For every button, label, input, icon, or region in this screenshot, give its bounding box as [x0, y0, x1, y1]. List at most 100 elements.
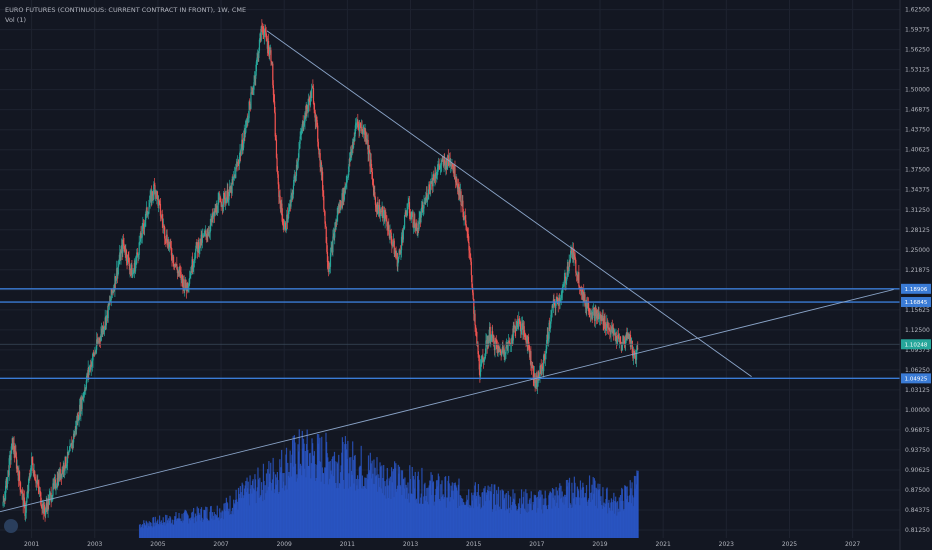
candle-body: [103, 326, 106, 329]
candle-body: [111, 289, 113, 294]
volume-bar: [625, 486, 627, 538]
volume-bar: [400, 470, 402, 538]
candle-body: [308, 98, 310, 105]
candle-body: [197, 242, 199, 252]
tradingview-cloud-icon[interactable]: [4, 519, 18, 533]
horizontal-levels[interactable]: [0, 288, 900, 380]
candle-body: [130, 268, 132, 270]
volume-bar: [488, 490, 490, 538]
price-axis[interactable]: 1.625001.593751.562501.531251.500001.468…: [899, 0, 932, 550]
candle-body: [11, 443, 13, 454]
candle-body: [592, 307, 595, 309]
candle-body: [291, 193, 293, 196]
candle-body: [86, 373, 88, 381]
candle-body: [627, 332, 629, 339]
volume-bar: [355, 490, 357, 538]
candle-body: [540, 365, 542, 367]
candle-body: [569, 254, 571, 262]
candle-body: [171, 255, 173, 260]
candle-body: [93, 353, 95, 355]
volume-bar: [428, 504, 430, 538]
candle-body: [108, 301, 111, 306]
candle-body: [327, 262, 329, 268]
volume-bar: [429, 480, 431, 538]
candle-body: [265, 32, 267, 39]
volume-bar: [189, 518, 191, 538]
volume-bar: [554, 495, 556, 538]
candle-body: [453, 165, 455, 174]
candle-body: [431, 177, 433, 184]
volume-indicator-label[interactable]: Vol (1): [5, 16, 26, 24]
candle-body: [274, 112, 276, 137]
candle-body: [105, 315, 107, 326]
volume-bar: [210, 505, 212, 538]
volume-bar: [302, 438, 305, 538]
volume-bar: [589, 492, 591, 538]
volume-bar: [316, 433, 319, 538]
candle-body: [428, 184, 431, 190]
candle-body: [9, 455, 11, 459]
candle-body: [471, 275, 473, 288]
candle-body: [359, 123, 361, 132]
candle-body: [190, 270, 192, 276]
candle-body: [541, 366, 543, 374]
candle-body: [420, 207, 423, 212]
candle-body: [336, 215, 338, 222]
candle-body: [82, 397, 84, 400]
candle-body: [377, 211, 380, 214]
volume-bar: [480, 509, 482, 538]
volume-bar: [387, 497, 390, 538]
candle-body: [490, 340, 492, 342]
candle-body: [301, 126, 303, 134]
candle-body: [309, 100, 311, 106]
candle-body: [62, 469, 64, 473]
candle-body: [213, 211, 215, 215]
candle-body: [331, 244, 333, 253]
candle-body: [153, 184, 155, 186]
volume-bar: [380, 488, 382, 538]
volume-bar: [586, 501, 588, 538]
candle-body: [307, 104, 309, 112]
candle-body: [261, 27, 264, 28]
candle-body: [107, 304, 109, 319]
candle-body: [133, 263, 135, 272]
candle-body: [421, 205, 423, 208]
candle-body: [42, 503, 44, 510]
volume-bar: [482, 492, 484, 538]
volume-bar: [588, 475, 591, 538]
volume-bar: [156, 521, 158, 538]
trendlines[interactable]: [0, 30, 894, 513]
candle-body: [496, 345, 499, 354]
candle-body: [282, 223, 284, 226]
volume-bar: [440, 497, 442, 538]
candle-body: [527, 336, 530, 345]
candle-body: [419, 217, 421, 219]
y-tick-label: 1.62500: [905, 7, 930, 14]
candle-body: [498, 346, 500, 348]
time-axis[interactable]: 2001 2003 2005 2007 2009 2011 2013 2015 2017 2019…: [24, 541, 861, 548]
candle-body: [204, 230, 206, 233]
candle-body: [403, 228, 405, 230]
volume-bar: [413, 479, 415, 538]
candle-body: [64, 457, 66, 471]
symbol-title[interactable]: EURO FUTURES (CONTINUOUS: CURRENT CONTRA…: [5, 6, 247, 14]
candle-body: [373, 184, 375, 196]
volume-bar: [176, 519, 178, 538]
candle-body: [335, 219, 338, 222]
volume-bar: [524, 510, 526, 538]
candle-body: [141, 225, 143, 238]
candle-body: [337, 209, 339, 213]
volume-bar: [220, 512, 222, 538]
candle-body: [414, 227, 417, 231]
volume-bar: [227, 503, 229, 538]
volume-bar: [414, 471, 416, 538]
candle-body: [284, 222, 287, 231]
candle-body: [509, 342, 511, 346]
volume-bar: [197, 515, 199, 538]
volume-bar: [431, 495, 433, 538]
candle-body: [576, 274, 578, 276]
volume-bar: [624, 485, 626, 538]
volume-bar: [164, 525, 166, 538]
candle-body: [289, 203, 291, 208]
